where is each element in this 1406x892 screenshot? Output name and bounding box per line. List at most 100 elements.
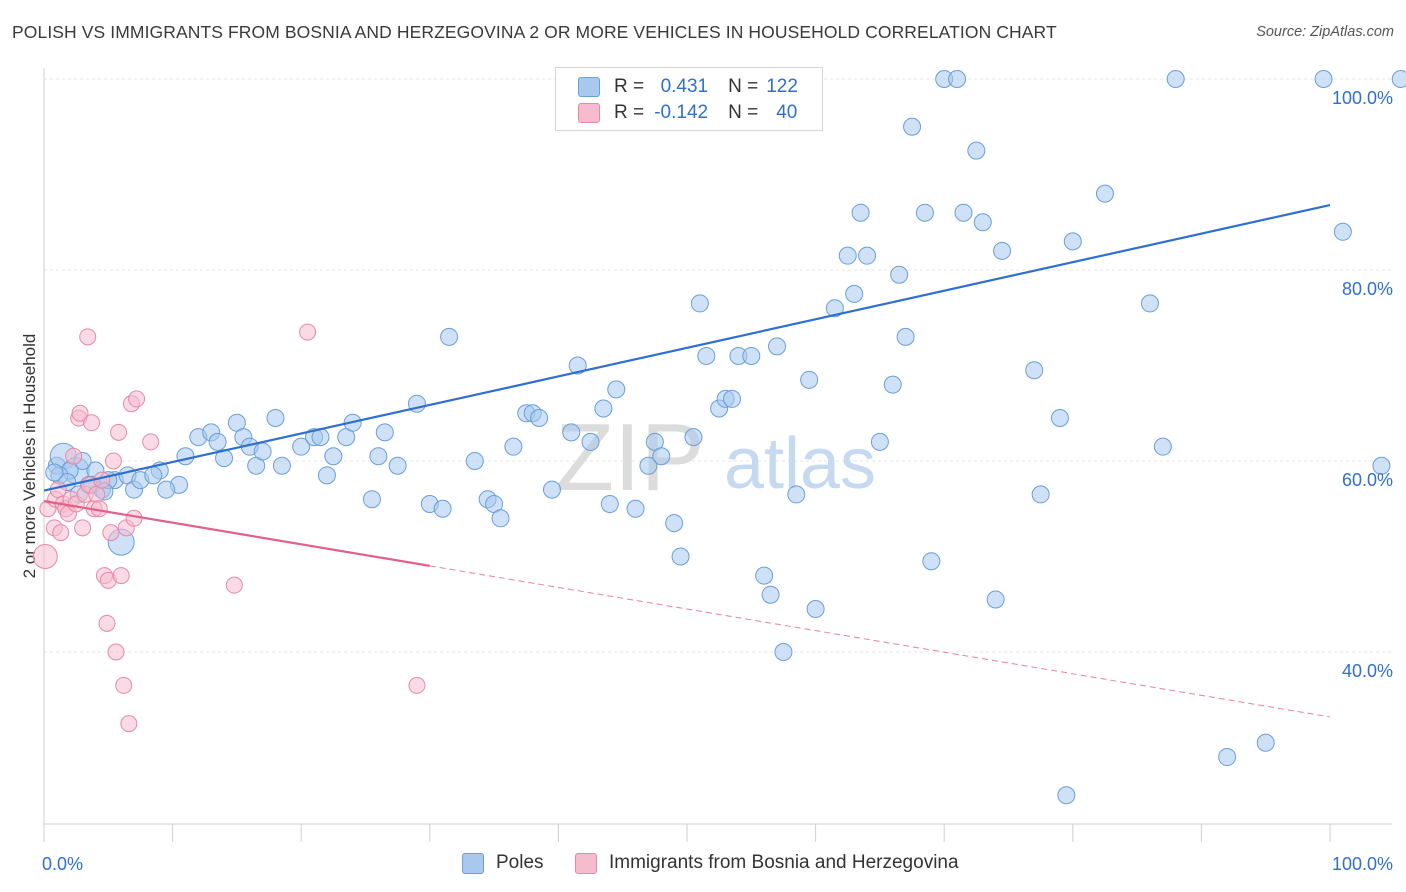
poles-point [317,466,336,485]
poles-point [890,265,909,284]
axes [43,68,1392,842]
poles-point [375,423,394,442]
bosnia-point [79,328,97,346]
poles-point [993,241,1012,260]
poles-point [800,370,819,389]
stats-row-poles: R = 0.431 N = 122 [578,75,798,99]
y-tick-label: 80.0% [1342,279,1393,299]
poles-point [986,590,1005,609]
legend-item-bosnia[interactable]: Immigrants from Bosnia and Herzegovina [575,852,959,874]
legend-label-poles: Poles [496,852,544,873]
poles-point [144,466,163,485]
bosnia-point [112,567,130,585]
bosnia-points [32,323,426,733]
poles-point [665,514,684,533]
stats-row-bosnia: R = -0.142 N = 40 [578,101,797,125]
poles-point [948,70,967,88]
poles-point [690,294,709,313]
poles-point [45,463,64,482]
poles-point [530,409,549,428]
bosnia-point [71,404,89,422]
poles-point [1050,409,1069,428]
poles-point [768,337,787,356]
bosnia-point [102,524,120,542]
poles-point [266,409,285,428]
r-value-bosnia: -0.142 [654,102,709,123]
series-legend: Poles Immigrants from Bosnia and Herzego… [0,852,1406,878]
n-label: N = [728,102,759,123]
bosnia-point [32,544,58,569]
poles-point [388,456,407,475]
y-tick-label: 40.0% [1342,661,1393,681]
y-tick-label: 100.0% [1332,88,1393,108]
poles-point [465,452,484,470]
poles-point [542,480,561,499]
poles-point [838,246,857,265]
poles-point [1391,70,1406,88]
n-value-poles: 122 [766,76,798,97]
poles-point [697,346,716,365]
poles-point [1166,70,1185,88]
r-label: R = [614,76,645,97]
poles-point [208,432,227,451]
poles-point [607,380,626,399]
poles-point [1218,748,1237,767]
bosnia-point [125,509,143,527]
poles-point [723,389,742,408]
poles-point [568,356,587,375]
poles-point [253,442,272,461]
poles-point [626,499,645,518]
poles-point [491,509,510,528]
bosnia-point [225,576,243,594]
poles-point [1140,294,1159,313]
poles-point [272,456,291,475]
r-value-poles: 0.431 [660,76,709,97]
bosnia-point [83,414,101,432]
poles-point [1025,361,1044,380]
poles-point [1153,437,1172,456]
poles-point [1333,222,1352,241]
bosnia-point [110,423,128,441]
poles-point [581,432,600,451]
poles-legend-swatch [462,852,484,874]
bosnia-point [88,485,106,503]
poles-point [176,447,195,466]
bosnia-point [115,676,133,694]
poles-point [1372,456,1391,475]
poles-point [851,203,870,222]
bosnia-point [104,452,122,470]
poles-point [440,327,459,346]
chart-title: POLISH VS IMMIGRANTS FROM BOSNIA AND HER… [12,22,1057,42]
poles-point [600,494,619,513]
poles-point [1095,184,1114,203]
bosnia-point [107,643,125,661]
bosnia-point [65,447,83,465]
bosnia-point [74,519,92,537]
poles-point [915,203,934,222]
poles-point [896,327,915,346]
n-label: N = [728,76,759,97]
poles-point [433,499,452,518]
legend-item-poles[interactable]: Poles [462,852,544,874]
poles-point [967,141,986,160]
stats-legend: R = 0.431 N = 122 R = -0.142 N = 40 [555,67,823,131]
y-tick-label: 60.0% [1342,470,1393,490]
watermark: ZIP atlas [555,404,876,511]
poles-point [973,213,992,232]
poles-point [806,600,825,619]
legend-label-bosnia: Immigrants from Bosnia and Herzegovina [609,852,959,873]
poles-point [870,432,889,451]
bosnia-legend-swatch [575,852,597,874]
bosnia-point [52,524,70,542]
poles-point [504,437,523,456]
poles-point [858,246,877,265]
poles-point [369,447,388,466]
poles-point [292,437,311,456]
poles-point [652,447,671,466]
r-label: R = [614,102,645,123]
watermark-zip: ZIP [555,404,704,511]
poles-point [157,480,176,499]
poles-point [883,375,902,394]
poles-point [1031,485,1050,504]
